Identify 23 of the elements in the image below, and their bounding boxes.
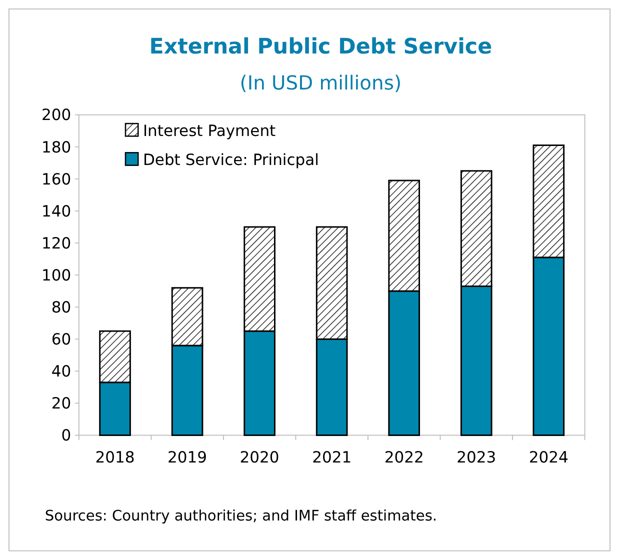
y-tick-label: 100	[41, 266, 72, 284]
y-tick-label: 200	[41, 106, 72, 124]
x-tick-label: 2019	[168, 448, 208, 466]
x-tick-label: 2020	[240, 448, 280, 466]
y-tick-label: 80	[51, 298, 72, 317]
x-tick-label: 2024	[528, 448, 568, 466]
y-tick-label: 40	[51, 362, 72, 381]
y-tick-label: 120	[41, 234, 72, 252]
source-note: Sources: Country authorities; and IMF staff estimates.	[44, 508, 438, 525]
y-tick-label: 20	[51, 394, 72, 413]
y-tick-label: 160	[41, 170, 72, 188]
x-tick-label: 2018	[95, 448, 135, 466]
y-tick-label: 60	[51, 330, 72, 349]
x-tick-label: 2022	[384, 448, 424, 466]
x-tick-label: 2021	[312, 448, 352, 466]
y-tick-label: 180	[41, 138, 72, 156]
chart-subtitle: (In USD millions)	[240, 72, 402, 95]
legend-label: Debt Service: Prinicpal	[142, 150, 319, 169]
legend-label: Interest Payment	[142, 122, 276, 140]
y-tick-label: 140	[41, 202, 72, 220]
x-tick-label: 2023	[456, 448, 496, 466]
y-tick-label: 0	[61, 426, 72, 445]
chart-title: External Public Debt Service	[149, 34, 492, 60]
